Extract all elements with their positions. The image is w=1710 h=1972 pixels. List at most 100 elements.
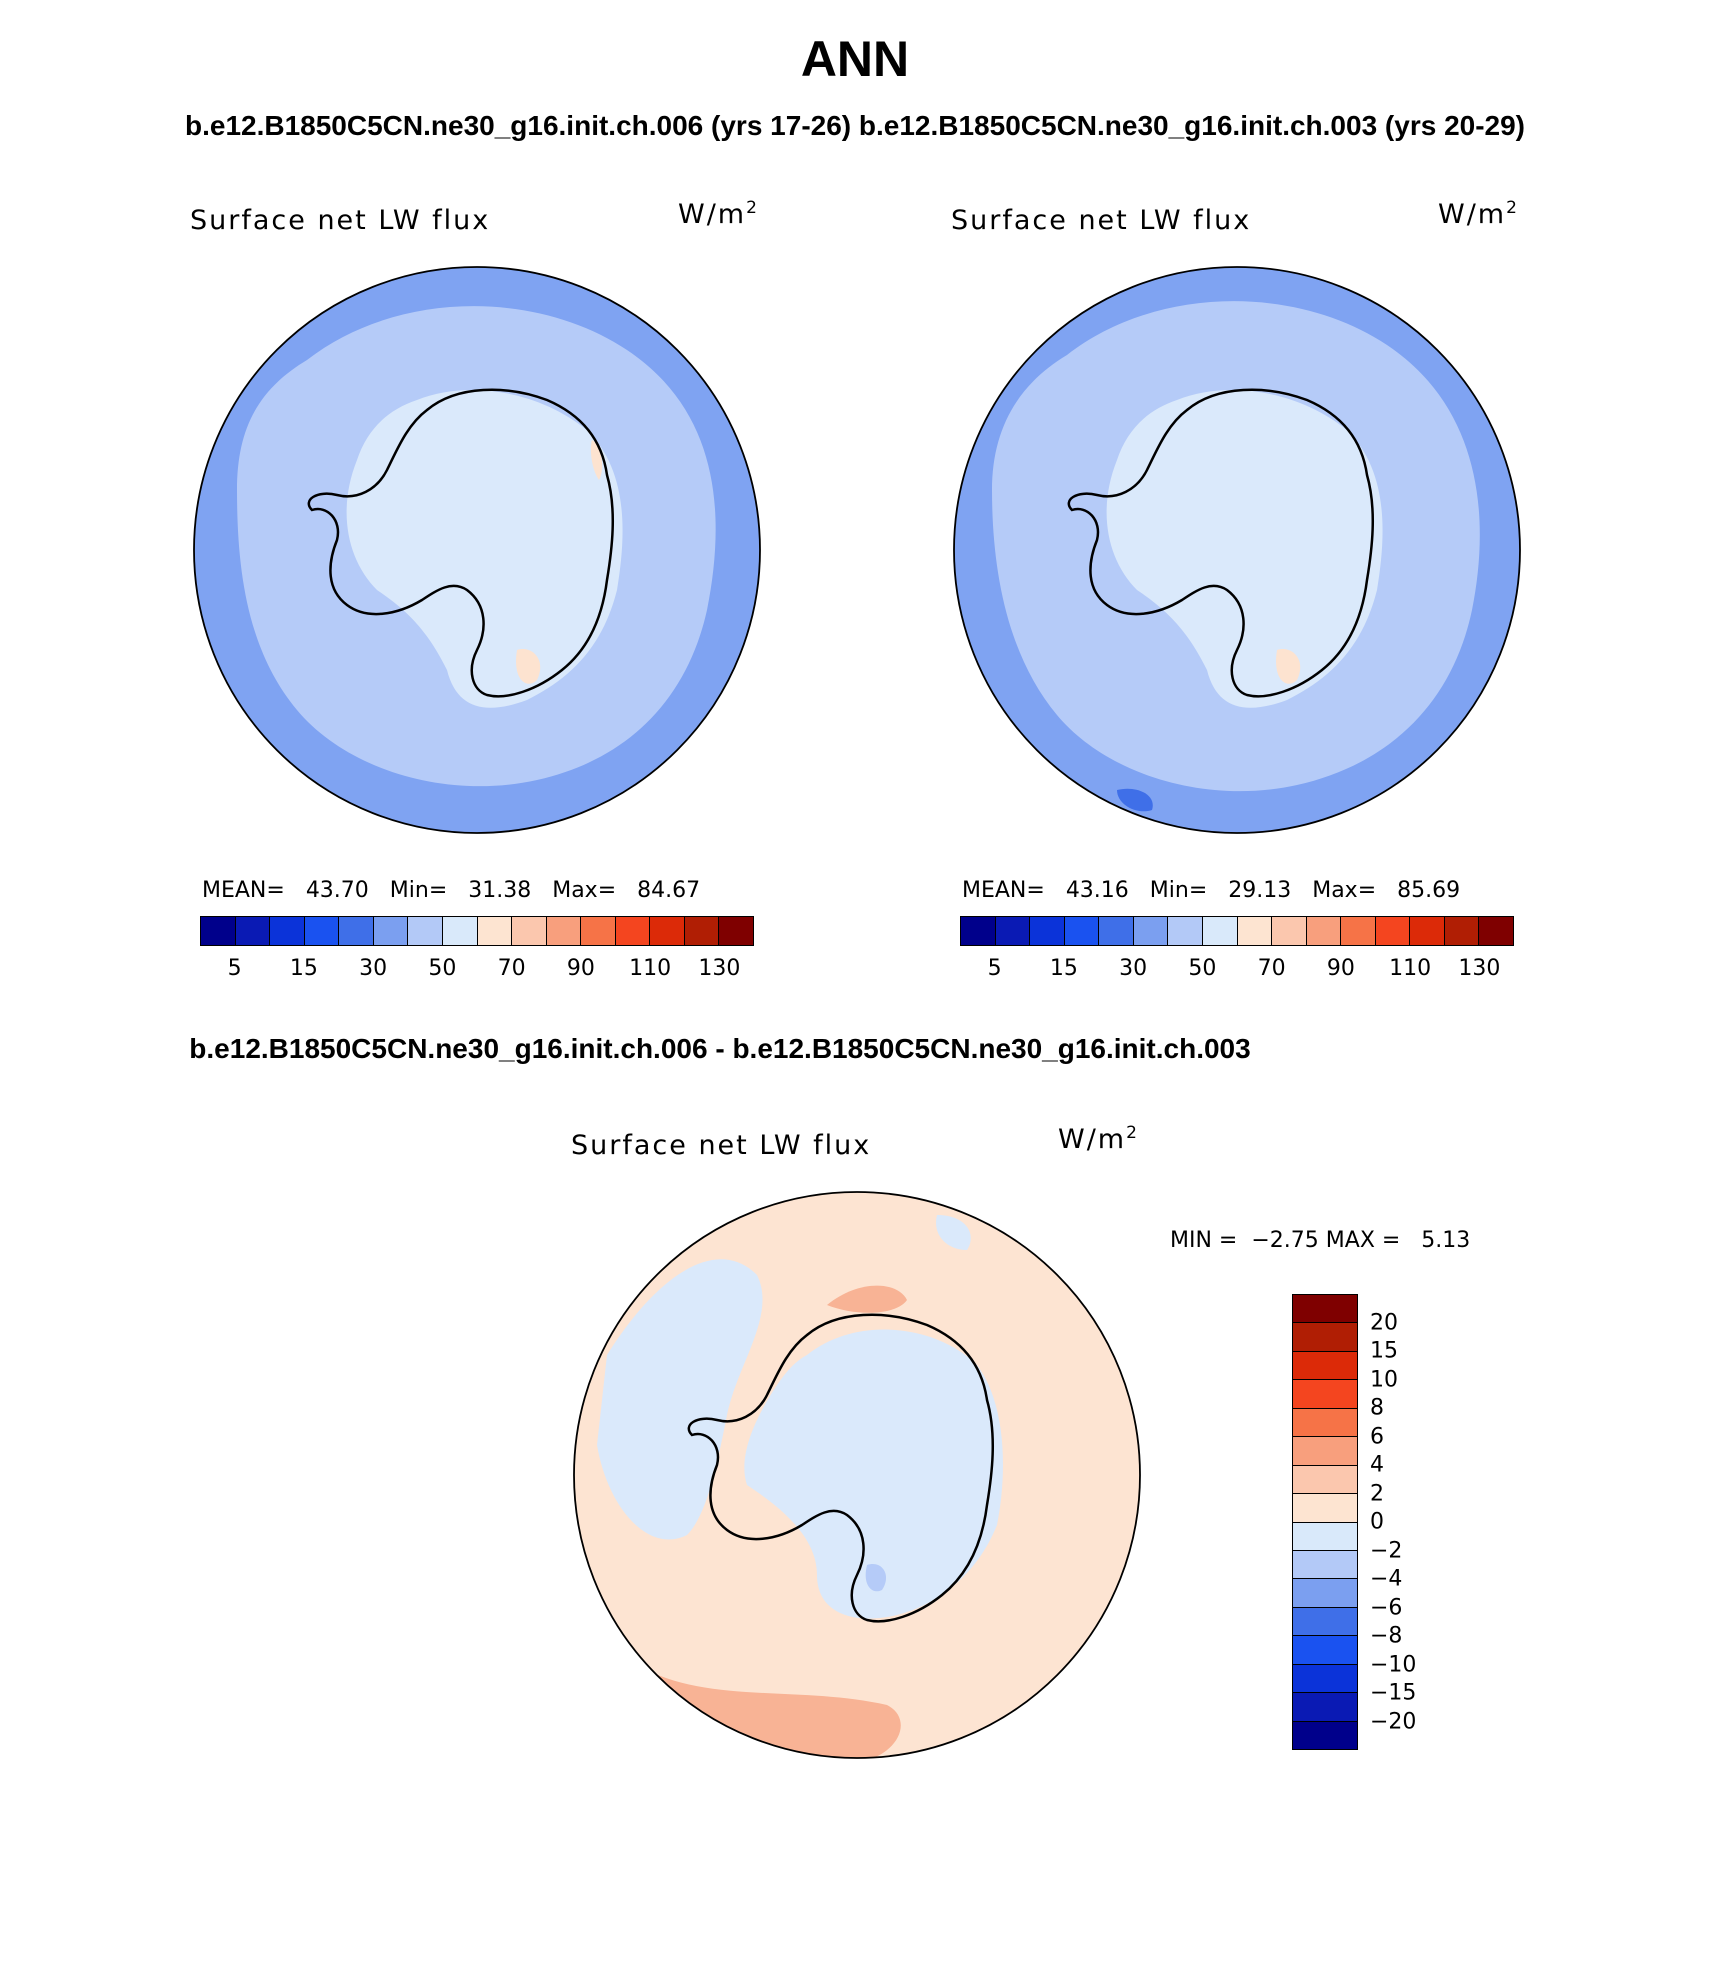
colorbar-tick-label: −10 — [1370, 1652, 1417, 1677]
colorbar-swatch — [1293, 1437, 1357, 1466]
colorbar-tick-label: 2 — [1370, 1481, 1384, 1506]
diff-colorbar-ticks: 20 15 10 8 6 4 2 0 −2 −4 −6 −8 −10 −15 −20 — [1370, 1294, 1450, 1750]
p2-field-dark — [1117, 788, 1153, 812]
colorbar-tick-label: 130 — [698, 956, 741, 981]
colorbar-swatch — [1272, 917, 1307, 945]
colorbar-swatch — [719, 917, 753, 945]
colorbar-swatch — [442, 917, 478, 945]
colorbar-tick-label: −4 — [1370, 1566, 1403, 1592]
diff-coastline — [687, 1313, 994, 1623]
panel2-variable: Surface net LW flux — [951, 205, 1252, 236]
panel1-stats: MEAN= 43.70 Min= 31.38 Max= 84.67 — [202, 878, 701, 903]
case-titles: b.e12.B1850C5CN.ne30_g16.init.ch.006 (yr… — [184, 110, 1526, 141]
panel2-units: W/m2 — [1438, 198, 1519, 230]
colorbar-tick-label: 70 — [497, 956, 526, 981]
p2-field-ice — [1106, 390, 1383, 708]
colorbar-tick-label: 10 — [1370, 1367, 1398, 1392]
diff-field-cool-west — [597, 1259, 763, 1540]
colorbar-tick-label: 110 — [629, 956, 672, 981]
p1-field-warm — [516, 649, 541, 684]
diff-map — [573, 1191, 1141, 1759]
colorbar-swatch — [1293, 1351, 1357, 1381]
colorbar-tick-label: 6 — [1370, 1424, 1384, 1449]
colorbar-tick-label: 50 — [428, 956, 457, 981]
diff-variable: Surface net LW flux — [571, 1130, 872, 1161]
diff-units: W/m2 — [1058, 1123, 1139, 1155]
colorbar-tick-label: 130 — [1458, 956, 1501, 981]
colorbar-tick-label: 5 — [987, 956, 1002, 981]
colorbar-tick-label: 15 — [1370, 1338, 1398, 1364]
colorbar-swatch — [615, 917, 651, 945]
colorbar-swatch — [304, 917, 340, 945]
colorbar-tick-label: 0 — [1370, 1509, 1384, 1535]
colorbar-swatch — [235, 917, 271, 945]
colorbar-swatch — [1293, 1579, 1357, 1608]
colorbar-swatch — [1168, 917, 1203, 945]
colorbar-tick-label: −15 — [1370, 1680, 1417, 1706]
diff-field-cool-ne — [936, 1215, 971, 1250]
colorbar-swatch — [201, 917, 236, 945]
p2-field-warm — [1276, 649, 1301, 684]
colorbar-swatch — [1293, 1295, 1357, 1324]
colorbar-swatch — [339, 917, 374, 945]
panel1-colorbar-ticks: 5 15 30 50 70 90 110 130 — [200, 956, 754, 986]
p1-coastline — [307, 388, 614, 698]
colorbar-swatch — [477, 917, 513, 945]
colorbar-swatch — [1293, 1693, 1357, 1722]
colorbar-tick-label: 70 — [1257, 956, 1286, 981]
colorbar-tick-label: −6 — [1370, 1595, 1403, 1620]
diff-field-cool-center — [744, 1329, 1003, 1619]
panel2-colorbar — [960, 916, 1514, 946]
colorbar-swatch — [512, 917, 547, 945]
colorbar-tick-label: 20 — [1370, 1310, 1398, 1335]
colorbar-swatch — [1133, 917, 1169, 945]
p1-field-ice — [346, 390, 623, 708]
diff-stats: MIN = −2.75 MAX = 5.13 — [1170, 1228, 1471, 1253]
colorbar-swatch — [270, 917, 305, 945]
colorbar-tick-label: 30 — [359, 956, 388, 981]
colorbar-swatch — [1293, 1323, 1357, 1352]
colorbar-tick-label: −2 — [1370, 1538, 1403, 1563]
colorbar-swatch — [1479, 917, 1513, 945]
colorbar-swatch — [1293, 1664, 1357, 1694]
colorbar-swatch — [373, 917, 409, 945]
diff-field-warm-south — [617, 1665, 901, 1758]
panel2-stats: MEAN= 43.16 Min= 29.13 Max= 85.69 — [962, 878, 1461, 903]
colorbar-swatch — [684, 917, 720, 945]
diff-colorbar — [1292, 1294, 1358, 1750]
colorbar-swatch — [1306, 917, 1342, 945]
colorbar-tick-label: 90 — [1326, 956, 1355, 981]
colorbar-swatch — [1293, 1522, 1357, 1551]
colorbar-swatch — [1293, 1465, 1357, 1495]
colorbar-tick-label: 8 — [1370, 1395, 1384, 1421]
colorbar-tick-label: 15 — [289, 956, 318, 981]
colorbar-tick-label: 110 — [1389, 956, 1432, 981]
colorbar-swatch — [1293, 1636, 1357, 1665]
colorbar-swatch — [995, 917, 1031, 945]
diff-field-cool-blob — [865, 1564, 887, 1592]
p2-coastline — [1067, 388, 1374, 698]
colorbar-tick-label: −20 — [1370, 1709, 1417, 1734]
colorbar-swatch — [1293, 1550, 1357, 1580]
colorbar-tick-label: 30 — [1119, 956, 1148, 981]
colorbar-swatch — [1341, 917, 1376, 945]
colorbar-swatch — [1293, 1408, 1357, 1438]
colorbar-swatch — [1444, 917, 1480, 945]
season-title: ANN — [800, 31, 910, 87]
panel2-map — [953, 266, 1521, 834]
colorbar-swatch — [1030, 917, 1065, 945]
panel2-colorbar-ticks: 5 15 30 50 70 90 110 130 — [960, 956, 1514, 986]
colorbar-swatch — [961, 917, 996, 945]
colorbar-swatch — [1202, 917, 1238, 945]
colorbar-tick-label: 5 — [227, 956, 242, 981]
colorbar-tick-label: 90 — [566, 956, 595, 981]
colorbar-swatch — [581, 917, 616, 945]
panel1-colorbar — [200, 916, 754, 946]
colorbar-tick-label: 50 — [1188, 956, 1217, 981]
colorbar-swatch — [1237, 917, 1273, 945]
colorbar-swatch — [408, 917, 443, 945]
colorbar-swatch — [1099, 917, 1134, 945]
colorbar-swatch — [650, 917, 685, 945]
colorbar-swatch — [1375, 917, 1411, 945]
diff-field-warm-north — [827, 1285, 907, 1313]
